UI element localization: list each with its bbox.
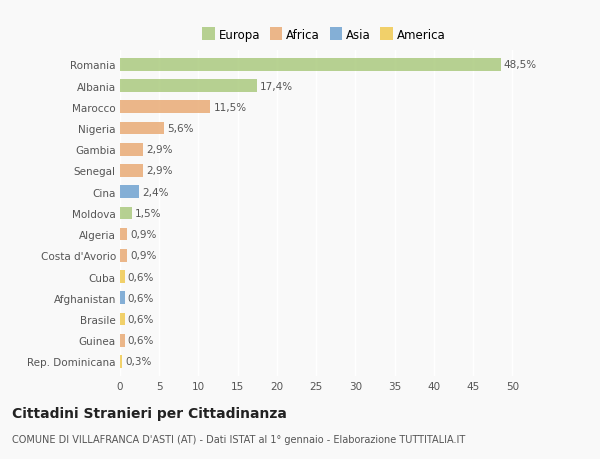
Text: 0,9%: 0,9%: [130, 251, 157, 261]
Bar: [120, 144, 143, 157]
Text: 17,4%: 17,4%: [260, 82, 293, 91]
Bar: [120, 59, 500, 72]
Text: 2,9%: 2,9%: [146, 145, 172, 155]
Bar: [120, 228, 127, 241]
Text: 0,6%: 0,6%: [128, 293, 154, 303]
Bar: [120, 207, 132, 220]
Text: 0,9%: 0,9%: [130, 230, 157, 240]
Text: 48,5%: 48,5%: [503, 60, 537, 70]
Text: 0,6%: 0,6%: [128, 272, 154, 282]
Bar: [120, 355, 122, 368]
Legend: Europa, Africa, Asia, America: Europa, Africa, Asia, America: [200, 27, 448, 45]
Bar: [120, 313, 125, 325]
Text: 0,3%: 0,3%: [125, 357, 152, 367]
Text: 0,6%: 0,6%: [128, 314, 154, 324]
Text: Cittadini Stranieri per Cittadinanza: Cittadini Stranieri per Cittadinanza: [12, 406, 287, 420]
Text: 11,5%: 11,5%: [214, 103, 247, 112]
Bar: [120, 80, 257, 93]
Text: 5,6%: 5,6%: [167, 124, 194, 134]
Bar: [120, 165, 143, 178]
Bar: [120, 186, 139, 199]
Text: 2,9%: 2,9%: [146, 166, 172, 176]
Text: 2,4%: 2,4%: [142, 187, 169, 197]
Bar: [120, 123, 164, 135]
Text: COMUNE DI VILLAFRANCA D'ASTI (AT) - Dati ISTAT al 1° gennaio - Elaborazione TUTT: COMUNE DI VILLAFRANCA D'ASTI (AT) - Dati…: [12, 434, 465, 444]
Bar: [120, 249, 127, 262]
Text: 1,5%: 1,5%: [135, 208, 161, 218]
Bar: [120, 334, 125, 347]
Text: 0,6%: 0,6%: [128, 336, 154, 345]
Bar: [120, 270, 125, 283]
Bar: [120, 292, 125, 304]
Bar: [120, 101, 210, 114]
